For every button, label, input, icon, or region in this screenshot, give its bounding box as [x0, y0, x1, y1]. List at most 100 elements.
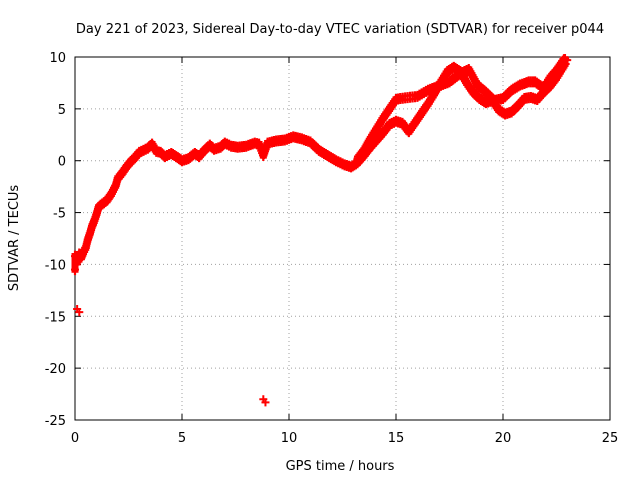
data-point: [473, 81, 482, 90]
data-point: [261, 398, 270, 407]
data-point: [111, 181, 120, 190]
data-point: [88, 222, 97, 231]
band-marker: [480, 85, 488, 97]
band-marker: [447, 75, 455, 87]
data-point: [507, 86, 516, 95]
band-marker: [451, 72, 459, 84]
band-marker: [468, 84, 476, 96]
data-point: [539, 84, 548, 93]
data-point: [184, 154, 193, 163]
data-point: [513, 101, 522, 110]
data-point: [552, 66, 561, 75]
band-marker: [313, 143, 321, 155]
data-point: [92, 210, 101, 219]
data-point: [77, 253, 86, 262]
data-point: [113, 174, 122, 183]
data-point: [250, 139, 259, 148]
data-point: [122, 162, 131, 171]
y-axis-title: SDTVAR / TECUs: [7, 185, 22, 292]
data-point: [190, 149, 199, 158]
data-point: [404, 127, 413, 136]
data-point: [475, 94, 484, 103]
data-point: [411, 118, 420, 127]
data-point: [392, 95, 400, 104]
data-point: [533, 95, 542, 104]
data-point: [130, 153, 139, 162]
data-point: [156, 148, 165, 157]
band-marker: [416, 89, 424, 101]
data-point: [280, 135, 289, 144]
data-point: [195, 152, 204, 161]
data-point: [417, 109, 426, 118]
plot-frame: [74, 56, 611, 421]
data-point: [289, 132, 298, 141]
band-marker: [487, 91, 495, 103]
data-point: [199, 147, 208, 156]
data-point: [507, 107, 516, 116]
data-point: [413, 92, 422, 101]
data-point: [227, 142, 236, 151]
x-tick-labels: 0 5 10 15 20 25: [71, 431, 618, 446]
y-tick-labels: -25 -20 -15 -10 -5 0 5 10: [45, 51, 66, 429]
data-point: [499, 94, 507, 103]
band-marker: [465, 81, 473, 93]
band-marker: [98, 198, 106, 210]
y-tick-label: -15: [45, 310, 66, 325]
data-point: [297, 134, 306, 143]
grid: [75, 57, 610, 420]
data-point: [516, 81, 525, 90]
data-point: [392, 117, 400, 126]
data-point: [178, 156, 186, 165]
x-tick-label: 10: [281, 431, 298, 446]
data-point: [73, 258, 82, 267]
band-marker: [536, 80, 544, 92]
series-outliers: [73, 305, 270, 407]
band-marker: [310, 139, 318, 151]
data-point: [71, 265, 79, 274]
data-point: [520, 94, 529, 103]
data-point: [148, 140, 157, 149]
data-point: [531, 77, 540, 86]
data-point: [85, 229, 94, 238]
data-point: [469, 88, 478, 97]
data-point: [126, 157, 135, 166]
data-point: [216, 143, 225, 152]
data-point: [90, 216, 99, 225]
y-tick-label: -10: [45, 258, 66, 273]
data-point: [139, 146, 148, 155]
data-point: [83, 235, 92, 244]
data-point: [445, 77, 454, 86]
band-marker: [186, 151, 194, 163]
x-tick-label: 20: [495, 431, 512, 446]
data-point: [314, 146, 323, 155]
data-point: [173, 153, 182, 162]
data-point: [366, 134, 375, 143]
series-upper-branch: [353, 54, 570, 165]
data-point: [372, 124, 381, 133]
data-point: [359, 146, 368, 155]
y-tick-label: -25: [45, 414, 66, 429]
chart-title: Day 221 of 2023, Sidereal Day-to-day VTE…: [76, 22, 604, 37]
data-point: [385, 120, 394, 129]
data-point: [71, 252, 79, 261]
axis-ticks: [74, 56, 611, 421]
data-point: [135, 148, 144, 157]
y-tick-label: -5: [53, 207, 66, 222]
data-point: [340, 160, 349, 169]
data-point: [107, 189, 116, 198]
x-tick-label: 0: [71, 431, 79, 446]
data-point: [385, 104, 394, 113]
data-point: [449, 63, 458, 72]
y-tick-label: -20: [45, 362, 66, 377]
band-marker: [472, 89, 480, 101]
band-marker: [420, 87, 428, 99]
data-point: [259, 151, 268, 160]
data-point: [424, 86, 433, 95]
y-tick-label: 10: [49, 51, 66, 66]
band-marker: [466, 83, 474, 95]
data-point: [526, 93, 535, 102]
data-point: [372, 135, 381, 144]
band-marker: [449, 73, 457, 85]
data-point: [347, 162, 356, 171]
data-point: [494, 105, 503, 114]
